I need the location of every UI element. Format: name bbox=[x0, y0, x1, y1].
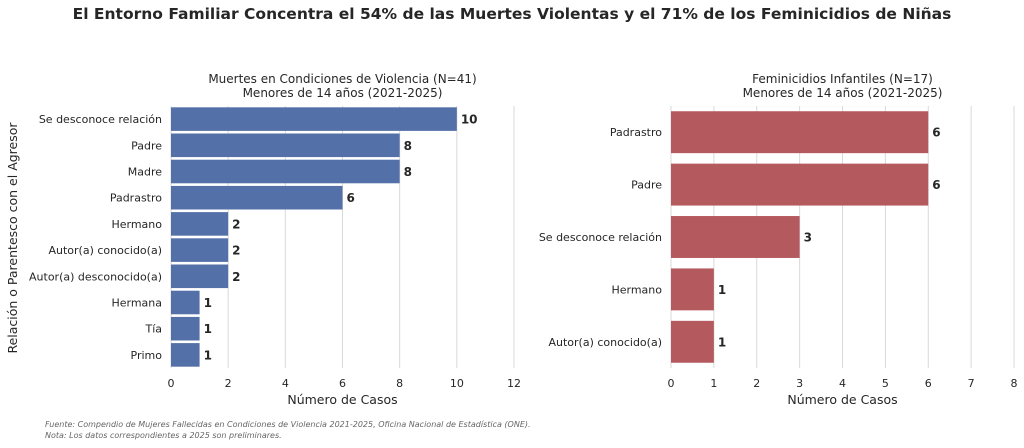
data-label: 1 bbox=[204, 296, 212, 310]
data-label: 2 bbox=[232, 270, 240, 284]
data-label: 8 bbox=[404, 165, 412, 179]
data-label: 8 bbox=[404, 139, 412, 153]
category-label: Hermano bbox=[611, 283, 662, 296]
x-tick-label: 4 bbox=[282, 377, 289, 390]
x-tick-label: 10 bbox=[450, 377, 464, 390]
bar bbox=[671, 216, 800, 258]
chart-femicides: Feminicidios Infantiles (N=17)Menores de… bbox=[539, 72, 1018, 407]
bar bbox=[171, 343, 200, 367]
bar bbox=[171, 185, 343, 210]
data-label: 6 bbox=[932, 126, 940, 140]
category-label: Padrastro bbox=[610, 126, 662, 139]
x-axis-label: Número de Casos bbox=[287, 392, 397, 407]
x-tick-label: 0 bbox=[668, 377, 675, 390]
bar bbox=[171, 264, 229, 289]
data-label: 2 bbox=[232, 244, 240, 258]
data-label: 1 bbox=[718, 335, 726, 349]
data-label: 2 bbox=[232, 217, 240, 231]
chart-subtitle: Menores de 14 años (2021-2025) bbox=[743, 86, 943, 100]
data-label: 6 bbox=[932, 178, 940, 192]
x-tick-label: 5 bbox=[882, 377, 889, 390]
data-label: 6 bbox=[347, 191, 355, 205]
chart-violent-deaths: Muertes en Condiciones de Violencia (N=4… bbox=[29, 72, 521, 407]
category-label: Autor(a) conocido(a) bbox=[548, 336, 662, 349]
bar bbox=[171, 290, 200, 315]
data-label: 10 bbox=[461, 113, 478, 127]
y-axis-label: Relación o Parentesco con el Agresor bbox=[5, 122, 20, 354]
chart-title: Feminicidios Infantiles (N=17) bbox=[752, 72, 933, 86]
bar bbox=[171, 107, 457, 131]
x-tick-label: 12 bbox=[507, 377, 521, 390]
category-label: Se desconoce relación bbox=[539, 231, 662, 244]
bar bbox=[671, 111, 929, 154]
bar bbox=[171, 238, 229, 262]
bar bbox=[671, 320, 714, 363]
bar bbox=[671, 268, 714, 311]
category-label: Se desconoce relación bbox=[39, 113, 162, 126]
category-label: Madre bbox=[128, 166, 162, 179]
bar bbox=[671, 163, 929, 206]
x-tick-label: 3 bbox=[796, 377, 803, 390]
x-tick-label: 6 bbox=[925, 377, 932, 390]
bar bbox=[171, 133, 400, 158]
x-tick-label: 6 bbox=[339, 377, 346, 390]
data-label: 1 bbox=[204, 322, 212, 336]
category-label: Hermana bbox=[111, 297, 162, 310]
figure-title: El Entorno Familiar Concentra el 54% de … bbox=[72, 5, 952, 23]
data-label: 3 bbox=[804, 231, 812, 245]
source-note: Fuente: Compendio de Mujeres Fallecidas … bbox=[45, 420, 531, 429]
x-tick-label: 2 bbox=[225, 377, 232, 390]
category-label: Tía bbox=[144, 323, 162, 336]
category-label: Hermano bbox=[111, 218, 162, 231]
x-tick-label: 8 bbox=[396, 377, 403, 390]
x-axis-label: Número de Casos bbox=[787, 392, 897, 407]
bar bbox=[171, 159, 400, 184]
category-label: Autor(a) desconocido(a) bbox=[29, 270, 162, 283]
data-label: 1 bbox=[204, 348, 212, 362]
x-tick-label: 8 bbox=[1011, 377, 1018, 390]
category-label: Padre bbox=[131, 139, 162, 152]
chart-title: Muertes en Condiciones de Violencia (N=4… bbox=[208, 72, 476, 86]
category-label: Padrastro bbox=[110, 192, 162, 205]
x-tick-label: 2 bbox=[753, 377, 760, 390]
x-tick-label: 7 bbox=[968, 377, 975, 390]
category-label: Autor(a) conocido(a) bbox=[48, 244, 162, 257]
bar bbox=[171, 212, 229, 236]
x-tick-label: 1 bbox=[710, 377, 717, 390]
chart-subtitle: Menores de 14 años (2021-2025) bbox=[243, 86, 443, 100]
category-label: Primo bbox=[131, 349, 163, 362]
preliminary-note: Nota: Los datos correspondientes a 2025 … bbox=[45, 431, 282, 440]
data-label: 1 bbox=[718, 283, 726, 297]
x-tick-label: 0 bbox=[168, 377, 175, 390]
category-label: Padre bbox=[631, 179, 662, 192]
x-tick-label: 4 bbox=[839, 377, 846, 390]
bar bbox=[171, 316, 200, 341]
